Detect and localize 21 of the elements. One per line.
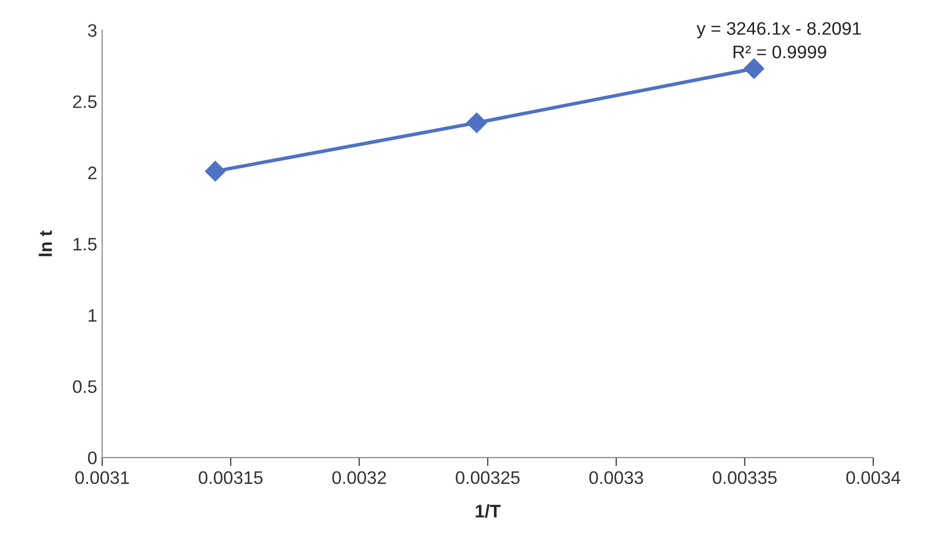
y-axis-title: ln t	[38, 230, 52, 256]
point	[744, 58, 764, 79]
y-tick-label: 1.5	[74, 238, 97, 251]
y-tick-label: 2	[88, 166, 96, 180]
x-tick-label: 0.0031	[75, 471, 129, 484]
point	[204, 160, 226, 182]
x-tick-label: 0.00335	[712, 471, 777, 484]
y-tick-label: 0	[88, 452, 97, 464]
y-tick-label: 3	[88, 24, 97, 37]
y-tick-label: 1	[88, 309, 96, 322]
annotation: R² = 0.9999	[734, 46, 826, 58]
x-tick-label: 0.00315	[198, 471, 263, 484]
y-tick-label: 0.5	[72, 380, 97, 394]
x-tick-label: 0.0034	[846, 471, 900, 484]
y-tick-label: 2.5	[73, 95, 97, 108]
annotation: y = 3246.1x - 8.2091	[696, 22, 861, 38]
point	[466, 112, 488, 134]
x-axis-title: 1/T	[476, 504, 501, 518]
x-tick-label: 0.00325	[456, 471, 520, 484]
x-tick-label: 0.0033	[589, 471, 644, 484]
x-tick-label: 0.0032	[332, 471, 386, 484]
